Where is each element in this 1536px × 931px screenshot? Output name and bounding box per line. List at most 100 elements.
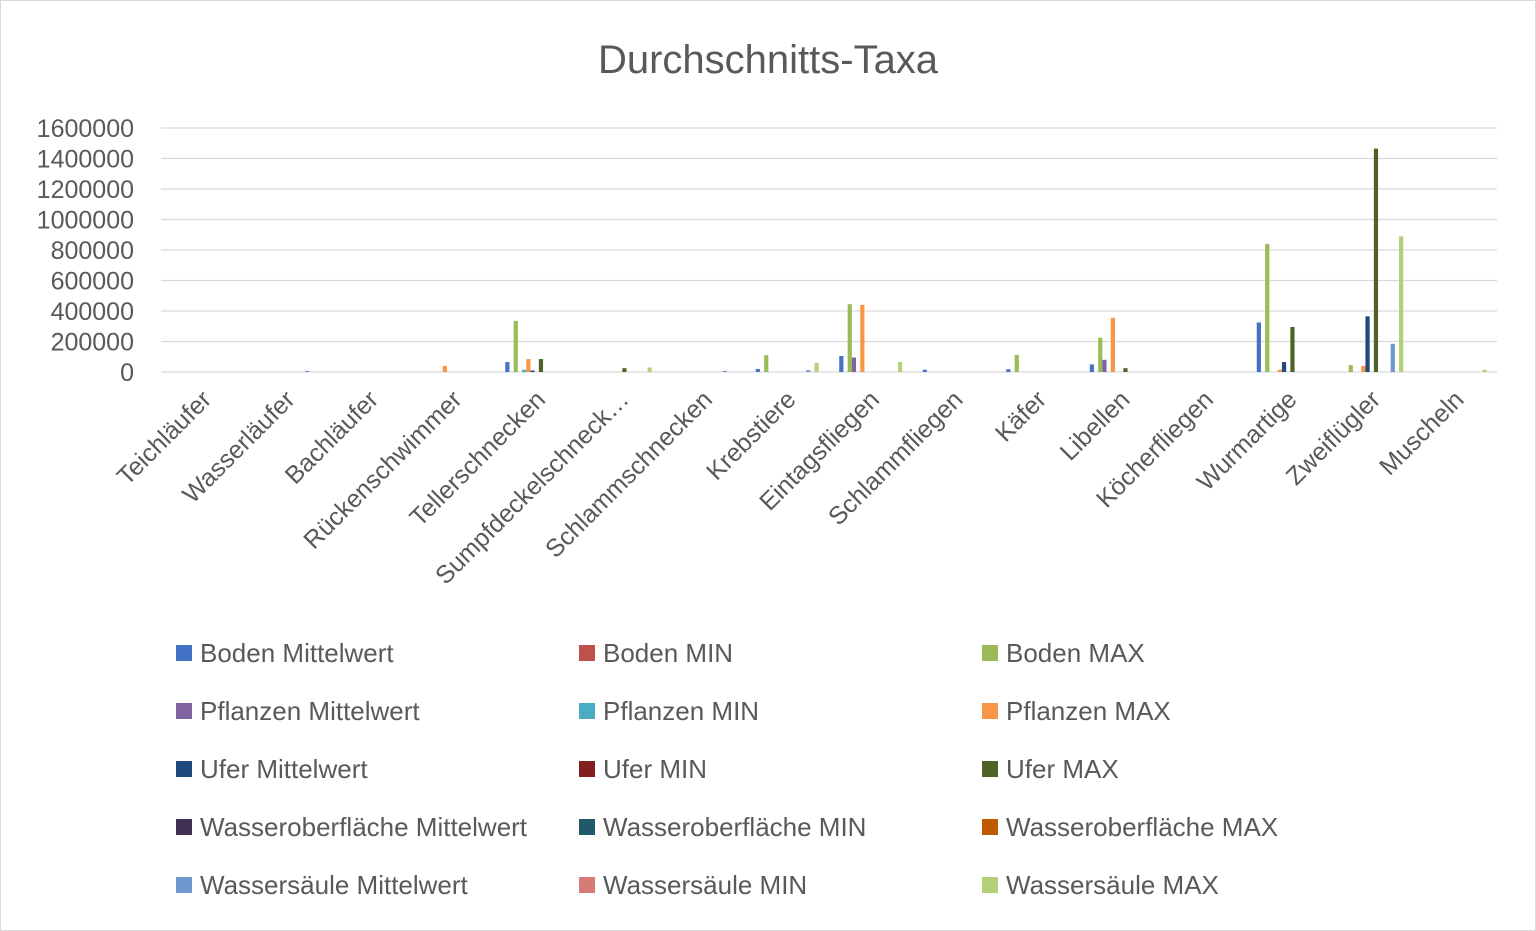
legend-item: Pflanzen Mittelwert [176, 696, 420, 726]
legend-swatch [579, 645, 595, 661]
legend-label: Wassersäule MAX [1006, 870, 1219, 900]
legend-item: Wasseroberfläche MIN [579, 812, 866, 842]
x-tick-label: Schlammschnecken [540, 385, 718, 563]
y-tick-label: 600000 [51, 268, 134, 296]
legend-swatch [176, 819, 192, 835]
bar [1281, 362, 1287, 372]
legend-item: Ufer MIN [579, 754, 707, 784]
legend-swatch [982, 819, 998, 835]
y-tick-label: 400000 [51, 298, 134, 326]
legend-item: Wassersäule MAX [982, 870, 1219, 900]
legend-item: Boden Mittelwert [176, 638, 394, 668]
legend-label: Ufer Mittelwert [200, 754, 368, 784]
legend-item: Wassersäule MIN [579, 870, 807, 900]
bar [1361, 365, 1366, 372]
legend-swatch [982, 703, 998, 719]
bar [1102, 359, 1107, 372]
bar [1006, 369, 1011, 372]
legend-item: Wassersäule Mittelwert [176, 870, 469, 900]
legend-item: Boden MAX [982, 638, 1145, 668]
bar [1399, 236, 1404, 372]
bar [442, 365, 447, 372]
legend-swatch [579, 761, 595, 777]
bar [1110, 317, 1115, 372]
legend-item: Boden MIN [579, 638, 733, 668]
bar [1348, 365, 1353, 372]
x-tick-label: Käfer [990, 385, 1052, 447]
bar [1373, 148, 1379, 372]
bar [1098, 337, 1103, 372]
legend-swatch [579, 819, 595, 835]
legend-swatch [982, 645, 998, 661]
bar [1482, 369, 1487, 372]
legend-label: Wassersäule MIN [603, 870, 807, 900]
legend-label: Wasseroberfläche Mittelwert [200, 812, 528, 842]
bar [526, 359, 531, 372]
bar [860, 304, 865, 372]
bar [530, 370, 535, 372]
legend-label: Wasseroberfläche MIN [603, 812, 866, 842]
y-tick-label: 1600000 [37, 115, 134, 143]
legend-item: Pflanzen MAX [982, 696, 1171, 726]
y-tick-label: 800000 [51, 237, 134, 265]
bar [814, 362, 819, 372]
bar [522, 369, 527, 372]
bar [922, 369, 927, 372]
bar [898, 362, 903, 372]
bar [505, 362, 510, 372]
gridlines [161, 127, 1497, 373]
bar [1256, 322, 1261, 372]
bar [538, 359, 544, 372]
bar [513, 320, 518, 372]
legend-swatch [176, 703, 192, 719]
bar [305, 370, 310, 372]
legend-swatch [176, 877, 192, 893]
legend-label: Boden Mittelwert [200, 638, 394, 668]
bar [1014, 354, 1019, 372]
bar [755, 368, 760, 372]
legend: Boden Mittelwert Boden MIN Boden MAX Pflanz… [176, 638, 1278, 900]
y-tick-label: 1000000 [37, 207, 134, 235]
legend-swatch [982, 761, 998, 777]
legend-label: Boden MAX [1006, 638, 1145, 668]
legend-swatch [176, 761, 192, 777]
bar [847, 304, 852, 372]
y-tick-label: 200000 [51, 329, 134, 357]
legend-label: Wasseroberfläche MAX [1006, 812, 1278, 842]
legend-label: Pflanzen MAX [1006, 696, 1171, 726]
legend-item: Ufer MAX [982, 754, 1119, 784]
bar [647, 367, 652, 372]
bars [305, 148, 1487, 373]
legend-label: Pflanzen MIN [603, 696, 759, 726]
legend-item: Wasseroberfläche Mittelwert [176, 812, 528, 842]
bar [1390, 343, 1395, 372]
bar [764, 355, 769, 372]
bar [1123, 368, 1128, 372]
bar [839, 355, 844, 372]
bar [1265, 243, 1270, 372]
y-tick-label: 0 [120, 359, 134, 387]
bar [851, 357, 857, 372]
legend-swatch [982, 877, 998, 893]
legend-label: Boden MIN [603, 638, 733, 668]
x-tick-label: Muscheln [1374, 385, 1469, 480]
legend-item: Wasseroberfläche MAX [982, 812, 1278, 842]
legend-item: Pflanzen MIN [579, 696, 759, 726]
bar [1290, 327, 1295, 372]
legend-swatch [176, 645, 192, 661]
legend-label: Wassersäule Mittelwert [200, 870, 469, 900]
x-axis-ticks: TeichläuferWasserläuferBachläuferRückens… [112, 385, 1470, 590]
bar [622, 368, 627, 372]
legend-label: Ufer MIN [603, 754, 707, 784]
y-tick-label: 1200000 [37, 176, 134, 204]
x-tick-label: Libellen [1055, 385, 1136, 466]
legend-label: Ufer MAX [1006, 754, 1119, 784]
bar [722, 370, 727, 372]
bar [1089, 364, 1094, 373]
x-tick-label: Rückenschwimmer [298, 385, 467, 554]
chart-title: Durchschnitts-Taxa [598, 38, 939, 82]
bar [806, 370, 811, 372]
